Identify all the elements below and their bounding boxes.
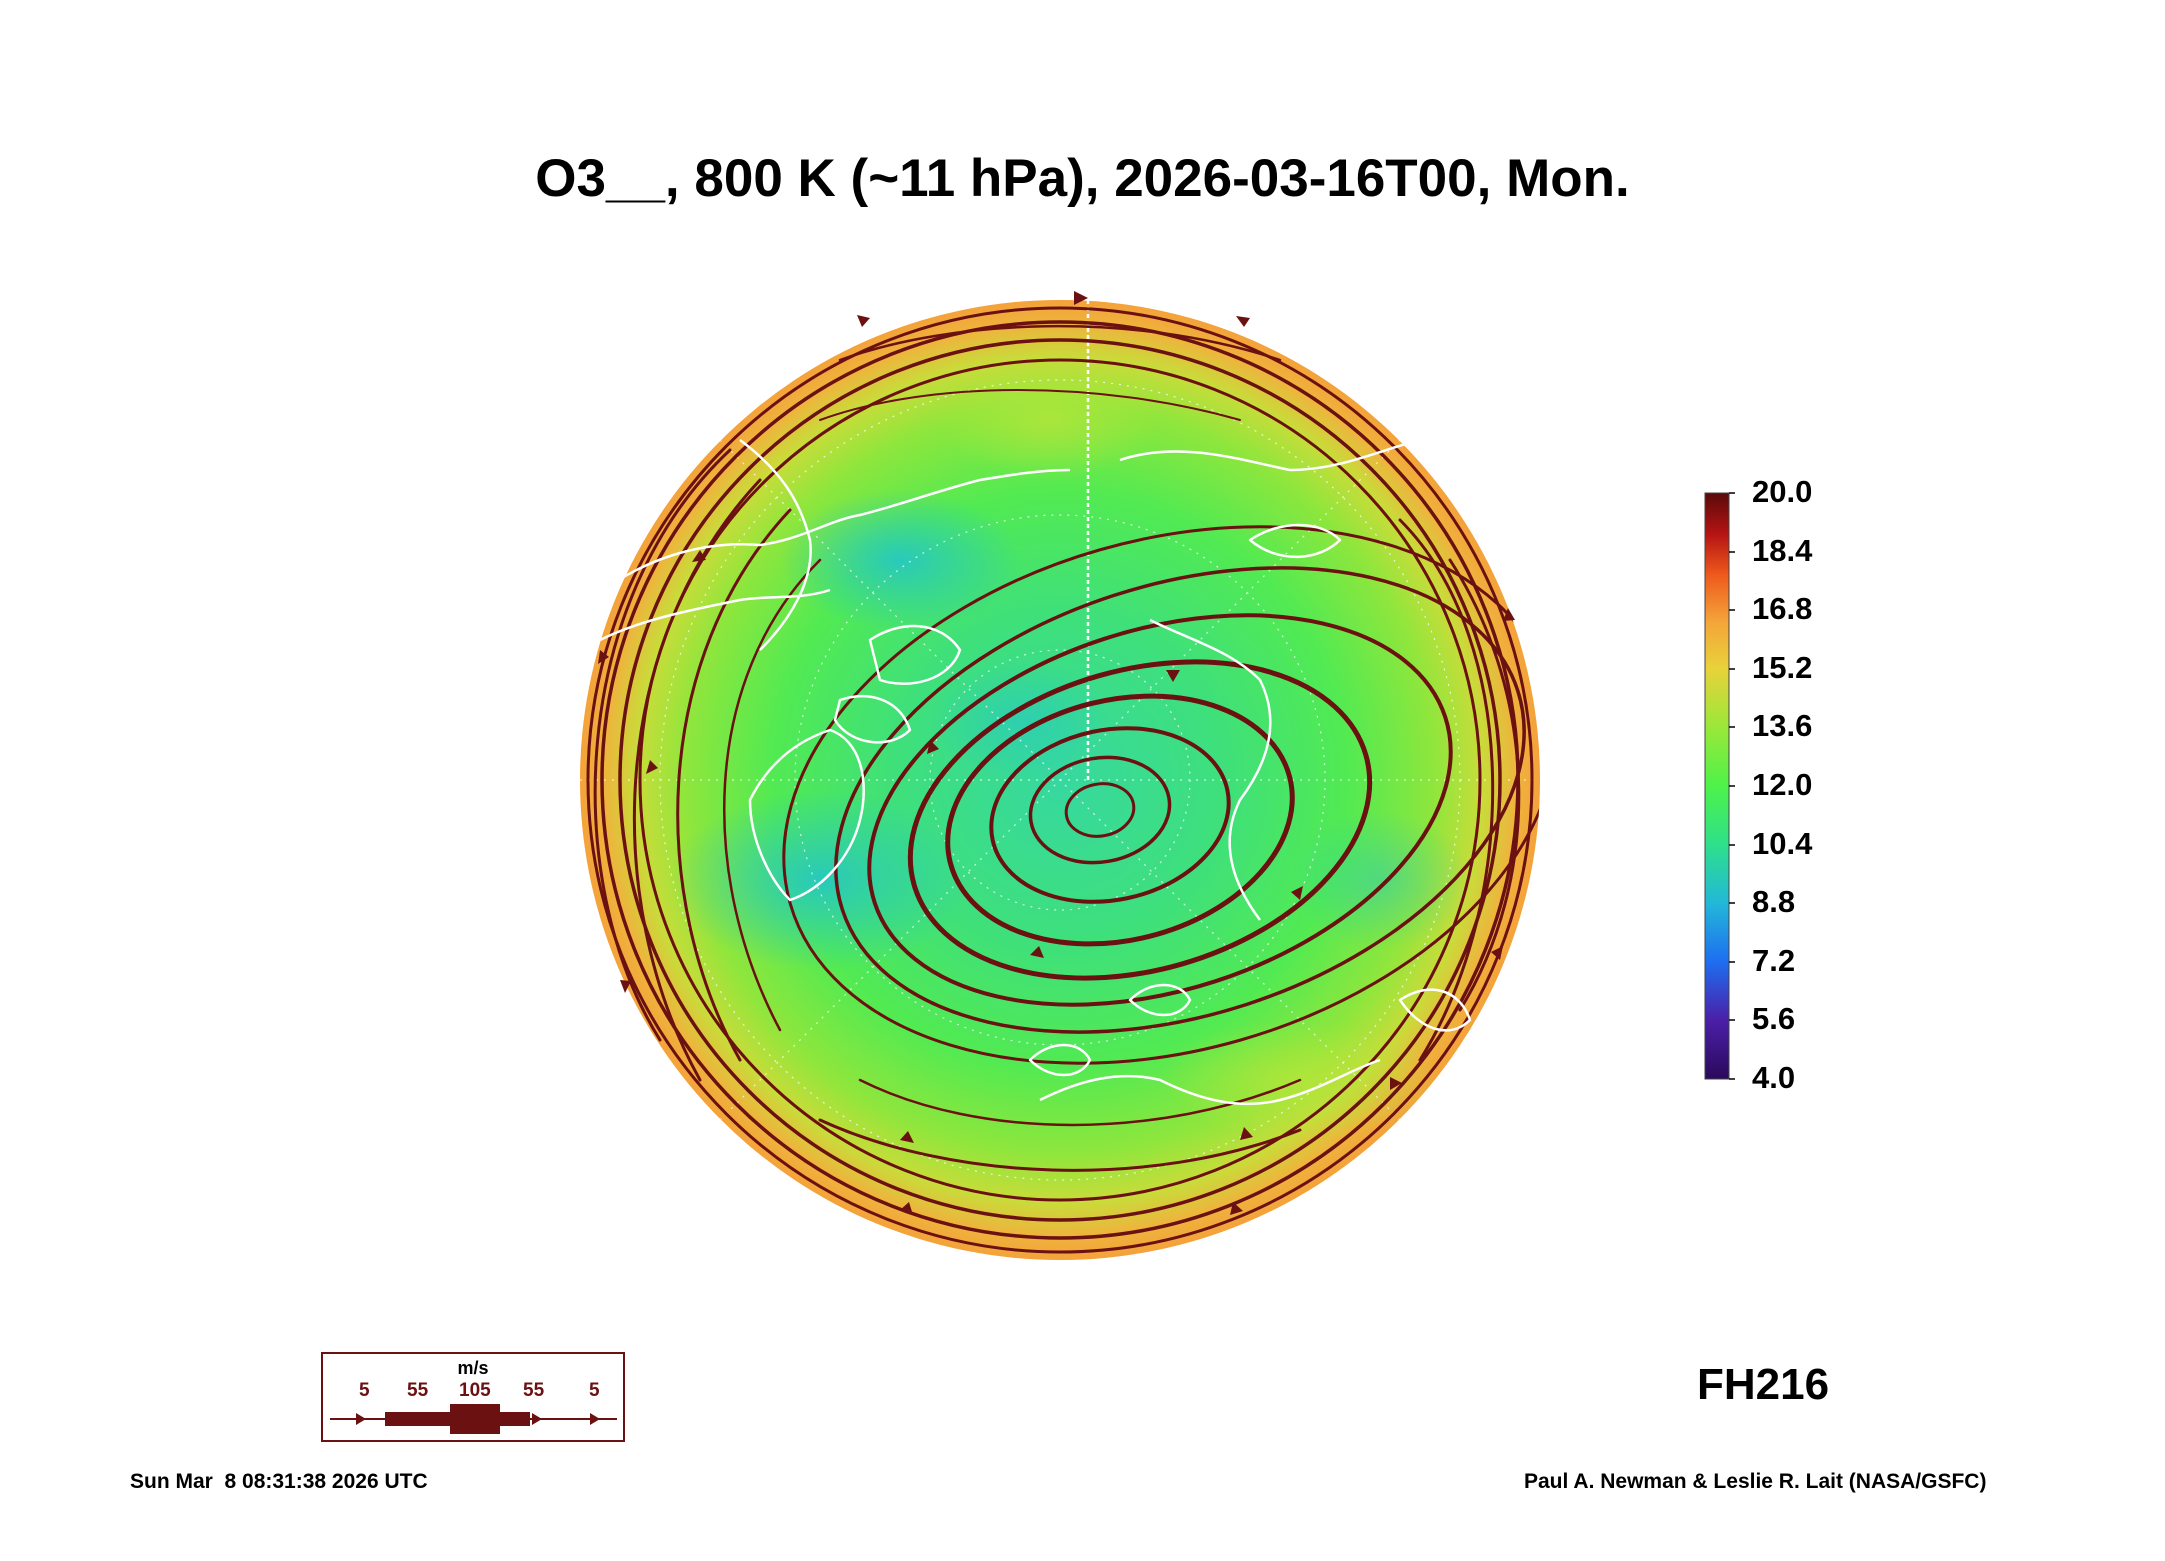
coastline [1039, 1058, 1381, 1106]
wind-legend-graphic [330, 1404, 617, 1434]
coastline [1580, 560, 1606, 680]
coastline [1028, 1043, 1092, 1077]
wind-speed-label: 5 [589, 1380, 600, 1401]
colorbar-label: 7.2 [1752, 943, 1796, 978]
colorbar [1704, 492, 1730, 1080]
wind-legend: m/s 5 55 105 55 5 [321, 1352, 625, 1442]
streamline [1448, 558, 1521, 1012]
coastline [1398, 988, 1472, 1032]
streamline [834, 566, 1526, 1034]
colorbar-label: 16.8 [1752, 591, 1813, 626]
streamline-arrows [598, 291, 1515, 1215]
streamline [1064, 782, 1136, 838]
arrow-mark [1390, 1077, 1402, 1090]
streamline [989, 726, 1231, 904]
streamline [819, 389, 1241, 421]
colorbar-label: 12.0 [1752, 767, 1813, 802]
streamline [945, 693, 1295, 947]
arrow-mark [857, 315, 870, 327]
coastline [868, 624, 962, 685]
wind-speed-label: 105 [459, 1380, 491, 1401]
arrow-mark [1240, 1127, 1253, 1140]
streamline [586, 306, 1534, 1254]
coastline [1248, 523, 1342, 559]
forecast-hour: FH216 [1697, 1360, 1830, 1409]
colorbar-label: 5.6 [1752, 1001, 1796, 1036]
wind-speed-label: 5 [359, 1380, 370, 1401]
map-title: O3__, 800 K (~11 hPa), 2026-03-16T00, Mo… [535, 149, 1630, 208]
coastline [589, 468, 1071, 601]
streamline [1398, 518, 1495, 1062]
streamline [818, 1118, 1302, 1172]
streamline [907, 659, 1373, 981]
streamline [782, 525, 1540, 1065]
colorbar-ticks [1729, 492, 1735, 1080]
streamline [632, 478, 762, 1082]
streamline [723, 558, 822, 1032]
arrow-mark [1074, 291, 1088, 305]
arrow-mark [927, 740, 939, 754]
coastline [1128, 983, 1192, 1017]
streamline [593, 448, 732, 1042]
colorbar-label: 8.8 [1752, 884, 1796, 919]
arrow-mark [646, 760, 658, 774]
colorbar-label: 20.0 [1752, 474, 1813, 509]
wind-streamlines [586, 306, 1540, 1254]
wind-speed-label: 55 [523, 1380, 545, 1401]
streamline [858, 1078, 1302, 1127]
ozone-field-patches [670, 360, 1470, 1140]
colorbar-label: 15.2 [1752, 650, 1813, 685]
arrow-mark [900, 1202, 913, 1215]
colorbar-label: 13.6 [1752, 708, 1813, 743]
arrow-mark [1503, 608, 1515, 621]
arrow-mark [1230, 1202, 1243, 1215]
wind-speed-label: 55 [407, 1380, 429, 1401]
arrow-mark [1291, 886, 1303, 900]
streamline [867, 613, 1453, 1007]
arrow-mark [1030, 946, 1044, 958]
wind-legend-unit: m/s [457, 1358, 489, 1378]
colorbar-label: 18.4 [1752, 533, 1813, 568]
coastline [748, 728, 865, 902]
arrow-mark [692, 550, 706, 562]
streamline [618, 338, 1502, 1222]
arrow-mark [900, 1131, 914, 1143]
arrow-mark [1236, 316, 1250, 327]
arrow-mark [598, 650, 609, 664]
coastline [739, 439, 812, 651]
streamline [1028, 755, 1172, 865]
coastline [833, 695, 912, 744]
colorbar-label: 4.0 [1752, 1060, 1796, 1095]
streamline [838, 324, 1282, 362]
arrow-mark [620, 980, 631, 993]
coastline [1149, 618, 1272, 921]
credit-line: Paul A. Newman & Leslie R. Lait (NASA/GS… [1524, 1470, 1987, 1493]
arrow-mark [1491, 946, 1503, 960]
arrow-mark [1166, 670, 1180, 682]
streamline [638, 358, 1482, 1202]
generation-timestamp: Sun Mar 8 08:31:38 2026 UTC [130, 1470, 428, 1493]
colorbar-label: 10.4 [1752, 826, 1813, 861]
streamline [676, 508, 792, 1062]
